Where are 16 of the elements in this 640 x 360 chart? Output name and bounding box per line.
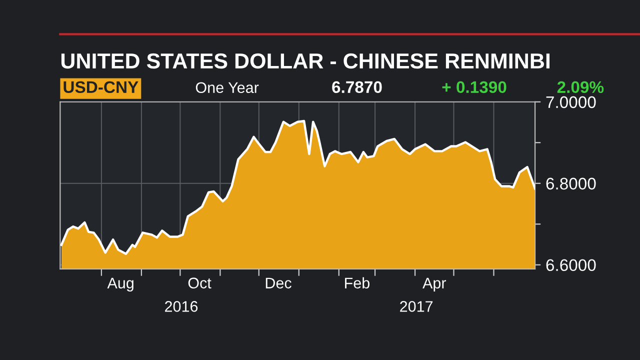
x-tick-label: Apr bbox=[422, 278, 446, 292]
text: One Year bbox=[196, 82, 259, 94]
text: 2017 bbox=[400, 301, 433, 312]
x-tick-label: Oct bbox=[188, 278, 212, 288]
x-tick-label: Aug bbox=[107, 278, 134, 292]
x-tick-label: Feb bbox=[345, 277, 370, 288]
text: 6.7870 bbox=[332, 81, 382, 94]
x-tick-label: Dec bbox=[266, 278, 292, 288]
text: 2.09% bbox=[557, 81, 604, 94]
chart-title: UNITED STATES DOLLAR - CHINESE RENMINBI bbox=[61, 53, 550, 69]
text: 2016 bbox=[165, 301, 198, 312]
text: + 0.1390 bbox=[442, 81, 506, 94]
chart-subtitle: USD-CNY bbox=[64, 81, 138, 94]
y-tick-label: 7.0000 bbox=[546, 96, 596, 108]
y-tick-label: 6.8000 bbox=[546, 178, 596, 190]
y-tick-label: 6.6000 bbox=[546, 259, 596, 272]
